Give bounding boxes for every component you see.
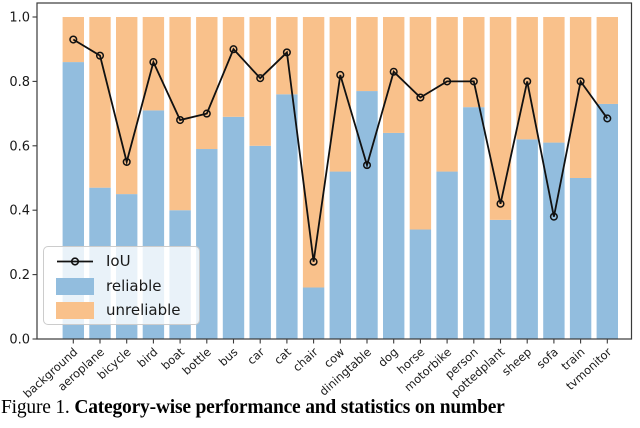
y-tick-label: 1.0 bbox=[9, 11, 30, 26]
bar-reliable-diningtable bbox=[356, 91, 378, 339]
chart-canvas: 0.00.20.40.60.81.0backgroundaeroplanebic… bbox=[9, 2, 633, 401]
unreliable-patch-icon bbox=[56, 302, 94, 319]
bar-unreliable-bus bbox=[222, 17, 245, 117]
bar-unreliable-motorbike bbox=[436, 17, 458, 172]
caption-figure-label: Figure 1. bbox=[1, 397, 70, 418]
y-tick-label: 0.2 bbox=[9, 268, 30, 283]
iou-marker-aeroplane bbox=[95, 51, 105, 60]
bar-reliable-bus bbox=[222, 116, 245, 339]
iou-marker-bottle bbox=[202, 109, 211, 118]
iou-marker-background bbox=[69, 35, 78, 44]
x-tick-label-bus: bus bbox=[216, 345, 241, 369]
x-tick-label-bottle: bottle bbox=[179, 345, 213, 378]
bar-unreliable-bicycle bbox=[116, 17, 138, 195]
bar-reliable-dog bbox=[383, 132, 405, 339]
y-tick-label: 0.4 bbox=[9, 204, 30, 219]
figure-caption: Figure 1. Category-wise performance and … bbox=[1, 397, 640, 419]
bar-reliable-cow bbox=[329, 171, 351, 339]
caption-title: Category-wise performance and statistics… bbox=[74, 397, 505, 418]
legend-row-unreliable: unreliable bbox=[56, 302, 187, 319]
iou-marker-horse bbox=[416, 93, 425, 102]
bar-unreliable-boat bbox=[169, 17, 191, 211]
iou-marker-sheep bbox=[523, 77, 532, 86]
bar-reliable-chair bbox=[302, 287, 325, 339]
bar-reliable-motorbike bbox=[436, 171, 458, 339]
iou-marker-chair bbox=[309, 257, 318, 266]
iou-marker-person bbox=[469, 77, 478, 86]
bar-reliable-bottle bbox=[196, 149, 218, 339]
iou-marker-dog bbox=[389, 67, 398, 76]
y-tick-label: 0.6 bbox=[9, 139, 30, 154]
iou-marker-sofa bbox=[549, 212, 558, 221]
iou-marker-cat bbox=[282, 48, 291, 57]
iou-marker-car bbox=[256, 74, 265, 83]
bar-reliable-pottedplant bbox=[489, 219, 512, 339]
iou-line-swatch-icon bbox=[57, 257, 93, 266]
stacked-bar-chart: 0.0 0.2 0.4 0.6 0.8 1.0 background aeroplane bic… bbox=[9, 2, 633, 401]
legend-row-reliable: reliable bbox=[56, 276, 187, 295]
bar-unreliable-bottle bbox=[196, 17, 218, 150]
bar-reliable-tvmonitor bbox=[596, 103, 618, 339]
bar-unreliable-sofa bbox=[543, 17, 565, 143]
bar-reliable-cat bbox=[276, 94, 298, 339]
bar-reliable-train bbox=[569, 178, 592, 339]
bar-unreliable-train bbox=[569, 17, 592, 178]
iou-marker-diningtable bbox=[362, 161, 372, 170]
bar-unreliable-pottedplant bbox=[489, 17, 512, 220]
iou-marker-train bbox=[576, 77, 585, 86]
x-tick-label-bird: bird bbox=[134, 345, 160, 370]
bar-reliable-horse bbox=[409, 229, 432, 339]
bar-unreliable-aeroplane bbox=[89, 17, 111, 188]
iou-marker-pottedplant bbox=[496, 199, 505, 208]
bar-unreliable-diningtable bbox=[356, 17, 378, 92]
iou-marker-boat bbox=[176, 115, 185, 125]
bar-reliable-sofa bbox=[543, 142, 565, 339]
iou-marker-bird bbox=[149, 58, 158, 67]
iou-marker-cow bbox=[336, 70, 345, 80]
iou-marker-bicycle bbox=[122, 157, 131, 166]
legend: IoU reliable unreliable bbox=[43, 246, 200, 325]
bar-unreliable-person bbox=[463, 17, 485, 108]
bar-unreliable-chair bbox=[302, 17, 325, 288]
legend-label-reliable: reliable bbox=[106, 276, 162, 295]
bar-reliable-person bbox=[463, 107, 485, 339]
x-tick-label-car: car bbox=[244, 345, 267, 368]
bar-unreliable-horse bbox=[409, 17, 432, 230]
x-tick-label-sofa: sofa bbox=[534, 345, 561, 372]
legend-row-iou: IoU bbox=[56, 253, 187, 270]
iou-marker-tvmonitor bbox=[603, 114, 612, 123]
y-tick-label: 0.8 bbox=[9, 75, 30, 90]
legend-label-iou: IoU bbox=[106, 252, 131, 270]
x-tick-label-chair: chair bbox=[290, 345, 321, 375]
axes-frame bbox=[36, 2, 633, 340]
y-tick-label: 0.0 bbox=[9, 333, 30, 348]
bar-reliable-car bbox=[249, 145, 271, 339]
bar-reliable-sheep bbox=[516, 139, 538, 339]
iou-marker-bus bbox=[229, 45, 238, 54]
x-tick-label-diningtable: diningtable bbox=[317, 345, 374, 398]
x-tick-label-sheep: sheep bbox=[499, 345, 534, 379]
legend-label-unreliable: unreliable bbox=[106, 301, 181, 319]
bar-unreliable-tvmonitor bbox=[596, 17, 618, 104]
iou-line bbox=[72, 38, 609, 262]
reliable-patch-icon bbox=[56, 277, 94, 295]
bar-unreliable-cow bbox=[329, 17, 351, 172]
iou-marker-motorbike bbox=[443, 77, 452, 86]
